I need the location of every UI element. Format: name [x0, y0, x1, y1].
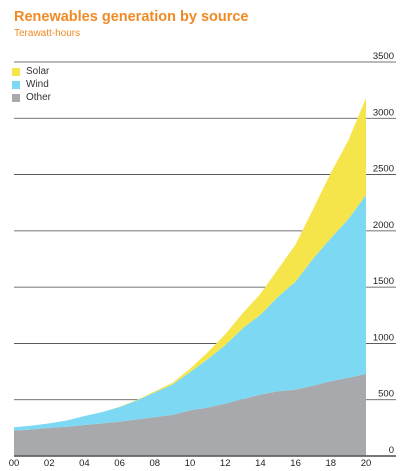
- legend-swatch-solar: [12, 67, 20, 76]
- chart-title: Renewables generation by source: [14, 9, 249, 25]
- legend-item-solar: Solar: [12, 65, 51, 78]
- axes: 0 500 1000 1500 2000 2500 3000 3500 00 02 04 06 08 10…: [9, 51, 396, 469]
- legend-swatch-other: [12, 93, 20, 102]
- x-tick-label-18: 18: [326, 458, 337, 469]
- series-areas: [14, 98, 366, 456]
- x-tick-label-12: 12: [220, 458, 231, 469]
- x-tick-label-02: 02: [44, 458, 55, 469]
- legend-item-other: Other: [12, 91, 51, 104]
- legend-label-solar: Solar: [26, 66, 50, 77]
- x-tick-label-08: 08: [150, 458, 161, 469]
- x-tick-label-04: 04: [79, 458, 90, 469]
- y-tick-label-3500: 3500: [373, 51, 394, 62]
- area-solar: [14, 98, 366, 428]
- x-tick-label-10: 10: [185, 458, 196, 469]
- chart-subtitle: Terawatt-hours: [14, 28, 81, 39]
- legend-swatch-wind: [12, 80, 20, 89]
- y-tick-label-500: 500: [378, 389, 394, 400]
- x-tick-label-16: 16: [290, 458, 301, 469]
- x-tick-label-00: 00: [9, 458, 20, 469]
- y-tick-label-1000: 1000: [373, 332, 394, 343]
- y-tick-label-2000: 2000: [373, 220, 394, 231]
- x-tick-label-14: 14: [255, 458, 266, 469]
- legend: Solar Wind Other: [12, 65, 51, 104]
- y-tick-label-0: 0: [389, 445, 394, 456]
- legend-item-wind: Wind: [12, 78, 51, 91]
- y-tick-label-1500: 1500: [373, 276, 394, 287]
- x-tick-label-20: 20: [361, 458, 372, 469]
- legend-label-other: Other: [26, 92, 52, 103]
- y-tick-label-2500: 2500: [373, 164, 394, 175]
- x-tick-label-06: 06: [114, 458, 125, 469]
- legend-label-wind: Wind: [26, 79, 49, 90]
- area-wind: [14, 194, 366, 431]
- area-other: [14, 373, 366, 456]
- y-tick-label-3000: 3000: [373, 107, 394, 118]
